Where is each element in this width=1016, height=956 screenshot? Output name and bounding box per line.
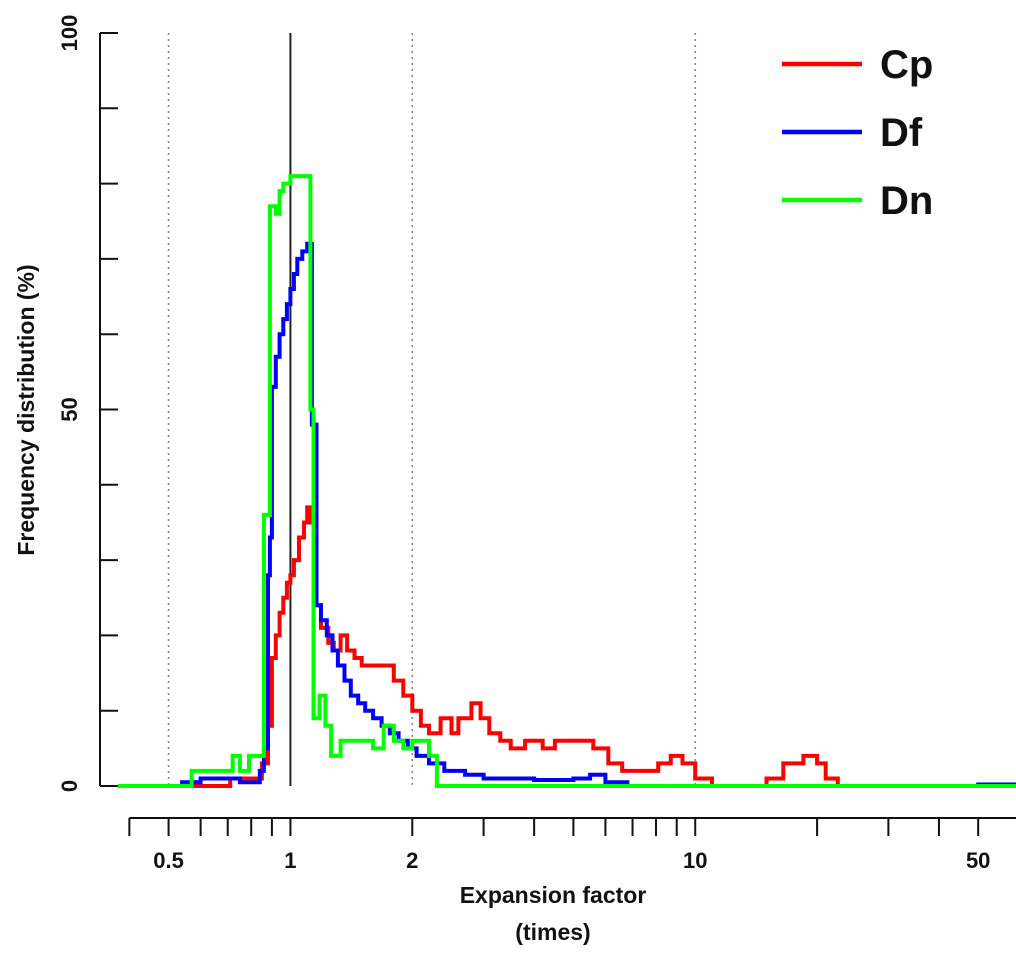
x-tick-label: 2 <box>406 848 418 873</box>
x-tick-label: 10 <box>683 848 707 873</box>
x-tick-label: 0.5 <box>153 848 184 873</box>
y-tick-label: 100 <box>57 15 82 52</box>
legend-label-cp: Cp <box>880 43 933 87</box>
y-axis-title: Frequency distribution (%) <box>13 264 39 555</box>
legend-label-dn: Dn <box>880 179 933 223</box>
series-line-dn <box>118 174 1016 788</box>
x-axis: 0.5 1 2 10 50 <box>128 817 1016 873</box>
series-line-df <box>118 241 1016 788</box>
x-tick-label: 1 <box>284 848 296 873</box>
series-layer <box>118 174 1016 788</box>
x-axis-title-line1: Expansion factor <box>460 882 647 908</box>
x-axis-title-line2: (times) <box>515 919 590 945</box>
series-line-cp <box>118 505 1016 788</box>
x-tick-label: 50 <box>966 848 990 873</box>
y-tick-label: 50 <box>57 397 82 421</box>
reference-lines <box>167 33 697 786</box>
y-axis: 0 50 100 <box>57 15 118 792</box>
legend-label-df: Df <box>880 111 923 155</box>
y-tick-label: 0 <box>57 780 82 792</box>
legend: Cp Df Dn <box>782 43 933 223</box>
